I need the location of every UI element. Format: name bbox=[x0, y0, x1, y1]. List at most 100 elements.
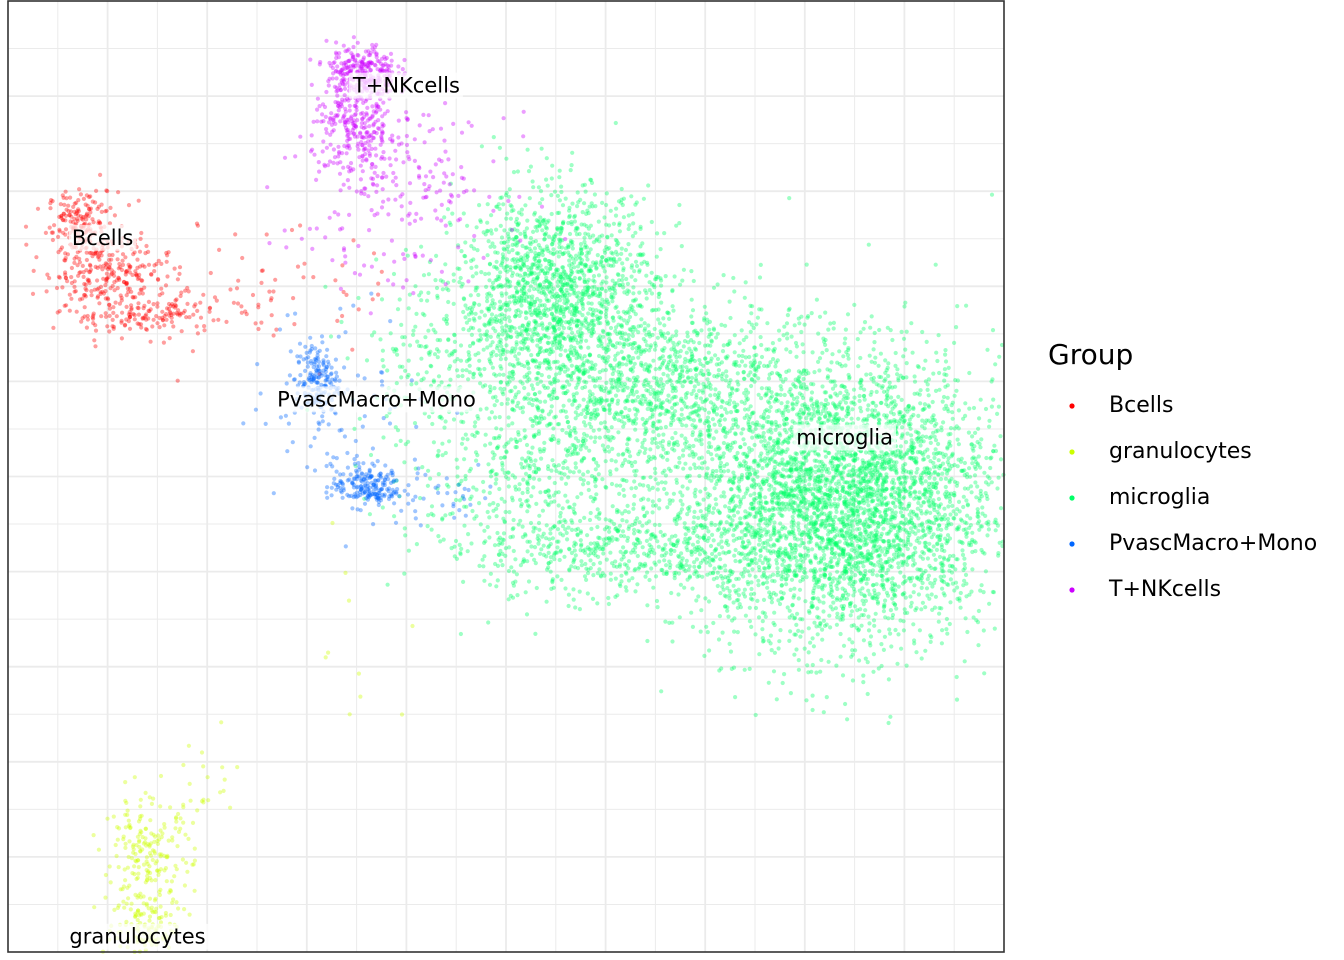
data-point bbox=[909, 600, 914, 606]
data-point bbox=[113, 300, 118, 305]
data-point bbox=[818, 567, 823, 572]
data-point bbox=[901, 354, 906, 359]
data-point bbox=[898, 480, 903, 485]
data-point bbox=[87, 207, 92, 212]
data-point bbox=[127, 883, 132, 888]
data-point bbox=[979, 437, 984, 442]
data-point bbox=[107, 262, 113, 267]
data-point bbox=[920, 556, 926, 561]
data-point bbox=[118, 887, 123, 892]
data-point bbox=[185, 285, 190, 291]
data-point bbox=[861, 564, 866, 569]
data-point bbox=[710, 457, 715, 462]
data-point bbox=[748, 329, 753, 334]
data-point bbox=[818, 512, 824, 517]
data-point bbox=[190, 820, 196, 826]
data-point bbox=[34, 255, 39, 260]
data-point bbox=[697, 473, 702, 479]
data-point bbox=[987, 418, 992, 423]
data-point bbox=[138, 797, 143, 802]
data-point bbox=[943, 484, 948, 490]
data-point bbox=[903, 517, 909, 522]
data-point bbox=[71, 204, 76, 209]
data-point bbox=[927, 563, 932, 568]
data-point bbox=[807, 610, 812, 615]
data-point bbox=[104, 276, 109, 281]
data-point bbox=[181, 802, 186, 807]
data-point bbox=[621, 545, 626, 550]
data-point bbox=[872, 591, 877, 596]
data-point bbox=[852, 402, 857, 407]
data-point bbox=[98, 284, 104, 289]
data-point bbox=[772, 610, 777, 615]
data-point bbox=[146, 299, 151, 304]
data-point bbox=[84, 217, 89, 222]
data-point bbox=[853, 555, 859, 560]
data-point bbox=[81, 270, 86, 275]
data-point bbox=[788, 691, 794, 696]
data-point bbox=[746, 476, 751, 481]
data-point bbox=[943, 348, 948, 353]
data-point bbox=[119, 295, 124, 300]
data-point bbox=[868, 634, 874, 639]
data-point bbox=[776, 450, 781, 455]
data-point bbox=[173, 302, 178, 307]
data-point bbox=[82, 314, 87, 319]
data-point bbox=[842, 480, 847, 485]
data-point bbox=[127, 314, 132, 320]
data-point bbox=[853, 604, 858, 609]
data-point bbox=[800, 371, 805, 376]
data-point bbox=[978, 397, 983, 402]
data-point bbox=[678, 582, 684, 587]
data-point bbox=[156, 833, 161, 838]
data-point bbox=[942, 548, 947, 554]
data-point bbox=[895, 490, 900, 495]
data-point bbox=[176, 829, 182, 835]
data-point bbox=[828, 530, 833, 535]
data-point bbox=[779, 401, 784, 406]
data-point bbox=[49, 230, 55, 235]
data-point bbox=[945, 516, 951, 522]
data-point bbox=[866, 242, 871, 247]
data-point bbox=[125, 865, 130, 870]
data-point bbox=[663, 480, 668, 485]
data-point bbox=[851, 593, 856, 598]
data-point bbox=[809, 669, 814, 674]
data-point bbox=[141, 894, 146, 899]
data-point bbox=[705, 630, 710, 635]
data-point bbox=[184, 315, 189, 320]
data-point bbox=[706, 444, 712, 450]
data-point bbox=[908, 518, 914, 523]
data-point bbox=[112, 273, 117, 278]
data-point bbox=[119, 267, 125, 273]
data-point bbox=[929, 535, 934, 540]
data-point bbox=[810, 350, 815, 355]
data-point bbox=[912, 379, 918, 384]
data-point bbox=[195, 331, 200, 336]
data-point bbox=[88, 263, 93, 268]
data-point bbox=[809, 403, 815, 408]
data-point bbox=[772, 487, 777, 492]
data-point bbox=[948, 512, 953, 517]
data-point bbox=[890, 400, 895, 405]
data-point bbox=[946, 432, 951, 437]
data-point bbox=[748, 596, 754, 601]
data-point bbox=[757, 360, 763, 365]
data-point bbox=[955, 378, 961, 383]
data-point bbox=[677, 460, 682, 465]
data-point bbox=[942, 372, 947, 377]
data-point bbox=[777, 431, 782, 436]
data-point bbox=[873, 403, 879, 408]
data-point bbox=[849, 609, 855, 614]
data-point bbox=[658, 529, 663, 535]
data-point bbox=[31, 268, 36, 273]
data-point bbox=[783, 481, 789, 486]
data-point bbox=[819, 459, 824, 464]
data-point bbox=[889, 450, 895, 455]
data-point bbox=[45, 272, 50, 277]
data-point bbox=[690, 542, 696, 547]
data-point bbox=[126, 818, 131, 823]
data-point bbox=[136, 865, 141, 870]
data-point bbox=[103, 872, 108, 878]
data-point bbox=[83, 294, 88, 299]
